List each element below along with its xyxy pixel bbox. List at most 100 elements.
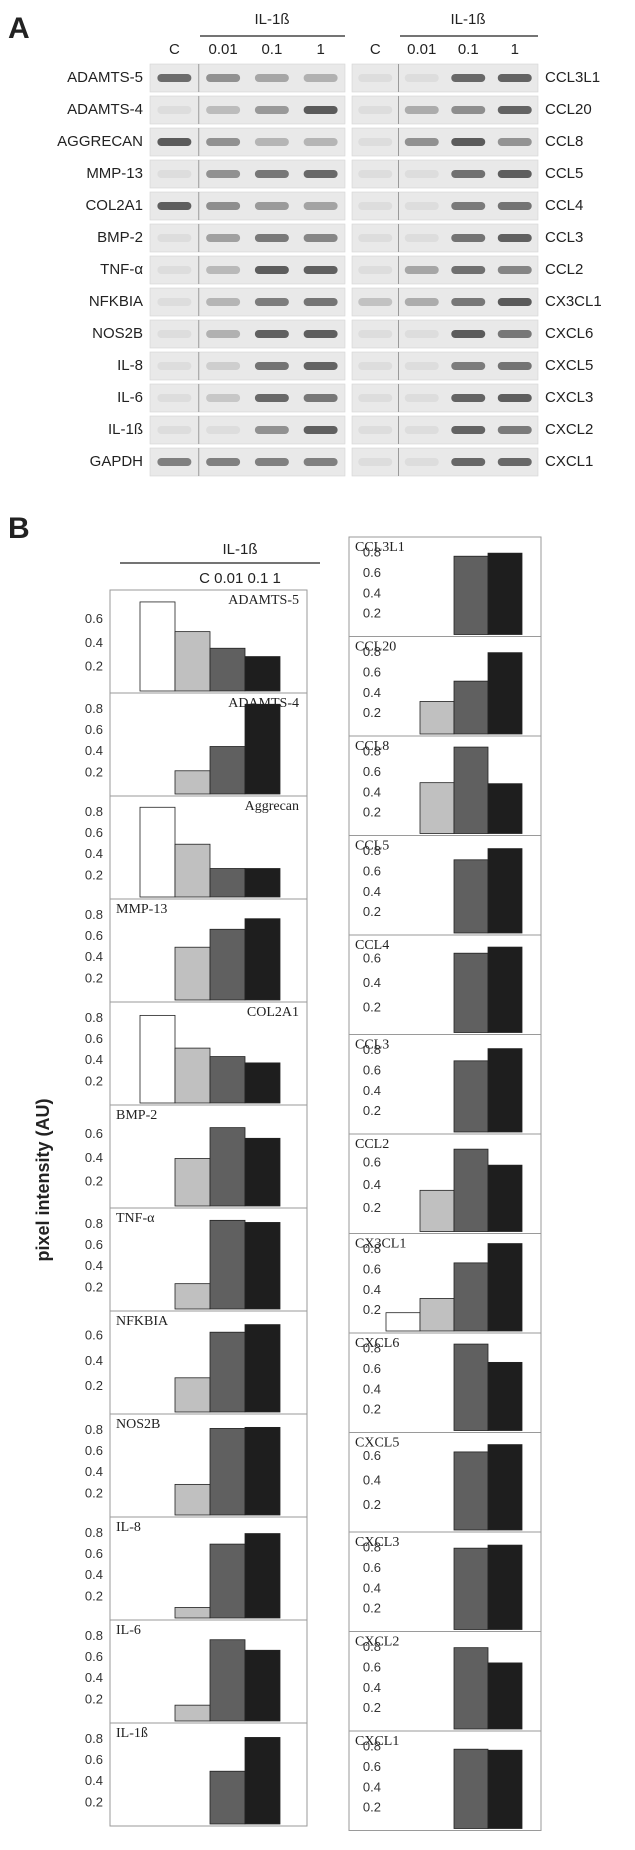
bar (419, 701, 455, 735)
y-tick-label: 0.2 (363, 1402, 381, 1417)
gel-band (206, 74, 241, 82)
y-tick-label: 0.4 (85, 1670, 103, 1685)
y-tick-label: 0.6 (85, 825, 103, 840)
y-tick-label: 0.8 (85, 1216, 103, 1231)
gel-band (451, 458, 486, 466)
gel-band (497, 362, 532, 370)
bar (209, 928, 246, 1001)
y-tick-label: 0.6 (363, 1261, 381, 1276)
bar (174, 770, 211, 795)
gel-band (497, 74, 532, 82)
gel-band (404, 362, 439, 370)
y-tick-label: 0.6 (85, 611, 103, 626)
gel-band (358, 234, 393, 242)
gel-band (497, 394, 532, 402)
gel-band (206, 394, 241, 402)
gel-band (451, 394, 486, 402)
gel-band (157, 266, 192, 274)
bar (209, 746, 246, 795)
y-tick-label: 0.8 (85, 1731, 103, 1746)
bar (209, 1543, 246, 1619)
lane-label: C (370, 41, 381, 58)
bar (419, 1298, 455, 1332)
chart-title: CXCL2 (355, 1635, 399, 1650)
gel-band (206, 362, 241, 370)
y-tick-label: 0.2 (363, 1200, 381, 1215)
y-tick-label: 0.8 (85, 1628, 103, 1643)
bar (453, 680, 489, 735)
lane-label: 0.1 (261, 41, 282, 58)
gene-label: NFKBIA (89, 293, 143, 310)
gel-band (303, 202, 338, 210)
gel-band (497, 426, 532, 434)
y-tick-label: 0.2 (363, 1800, 381, 1815)
gene-label: GAPDH (90, 453, 143, 470)
y-tick-label: 0.4 (363, 1680, 381, 1695)
gene-label: IL-1ß (108, 421, 143, 438)
gel-band (303, 170, 338, 178)
bar (487, 1164, 523, 1232)
bar (244, 656, 281, 692)
y-tick-label: 0.8 (85, 1422, 103, 1437)
bar (419, 782, 455, 834)
gene-label: ADAMTS-4 (67, 101, 143, 118)
lane-label: 0.01 (209, 41, 238, 58)
chart-title: CCL20 (355, 640, 396, 655)
gel-band (206, 234, 241, 242)
gel-band (157, 298, 192, 306)
y-tick-label: 0.4 (363, 1779, 381, 1794)
y-tick-label: 0.2 (85, 1794, 103, 1809)
gene-label: MMP-13 (86, 165, 143, 182)
y-tick-label: 0.6 (85, 722, 103, 737)
gel-band (303, 138, 338, 146)
y-tick-label: 0.2 (363, 606, 381, 621)
gel-band (206, 298, 241, 306)
chart-frame (109, 1722, 308, 1827)
y-tick-label: 0.8 (363, 545, 381, 560)
chart-title: MMP-13 (116, 902, 167, 917)
gel-band (497, 298, 532, 306)
gel-band (497, 138, 532, 146)
gel-band (303, 266, 338, 274)
bar (244, 1649, 281, 1722)
gel-band (303, 234, 338, 242)
y-tick-label: 0.6 (85, 1327, 103, 1342)
gel-band (358, 298, 393, 306)
bar (487, 1749, 523, 1829)
y-tick-label: 0.2 (363, 904, 381, 919)
bar (244, 1137, 281, 1207)
y-tick-label: 0.4 (363, 1580, 381, 1595)
y-tick-label: 0.4 (85, 1567, 103, 1582)
chart-title: CXCL6 (355, 1336, 399, 1351)
bar (487, 946, 523, 1033)
gel-band (404, 426, 439, 434)
bar (453, 1060, 489, 1133)
gel-band (254, 106, 289, 114)
gel-band (157, 394, 192, 402)
bar (209, 1219, 246, 1310)
bar (453, 1451, 489, 1531)
gel-band (254, 298, 289, 306)
gel-band (497, 202, 532, 210)
gel-band (157, 202, 192, 210)
bar (174, 1483, 211, 1516)
y-tick-label: 0.2 (85, 1485, 103, 1500)
bar (453, 1748, 489, 1829)
y-tick-label: 0.4 (363, 975, 381, 990)
treatment-label: IL-1ß (254, 11, 289, 28)
bar (174, 1047, 211, 1104)
y-tick-label: 0.4 (363, 1473, 381, 1488)
bar (209, 868, 246, 898)
gel-band (157, 234, 192, 242)
gene-label: CCL20 (545, 101, 592, 118)
bar (487, 848, 523, 934)
gene-label: COL2A1 (85, 197, 143, 214)
chart-title: Aggrecan (245, 799, 299, 814)
gel-band (497, 234, 532, 242)
y-tick-label: 0.6 (85, 1649, 103, 1664)
gene-label: CCL3L1 (545, 69, 600, 86)
bar (209, 1428, 246, 1516)
y-tick-label: 0.6 (85, 1546, 103, 1561)
y-tick-label: 0.4 (85, 1464, 103, 1479)
